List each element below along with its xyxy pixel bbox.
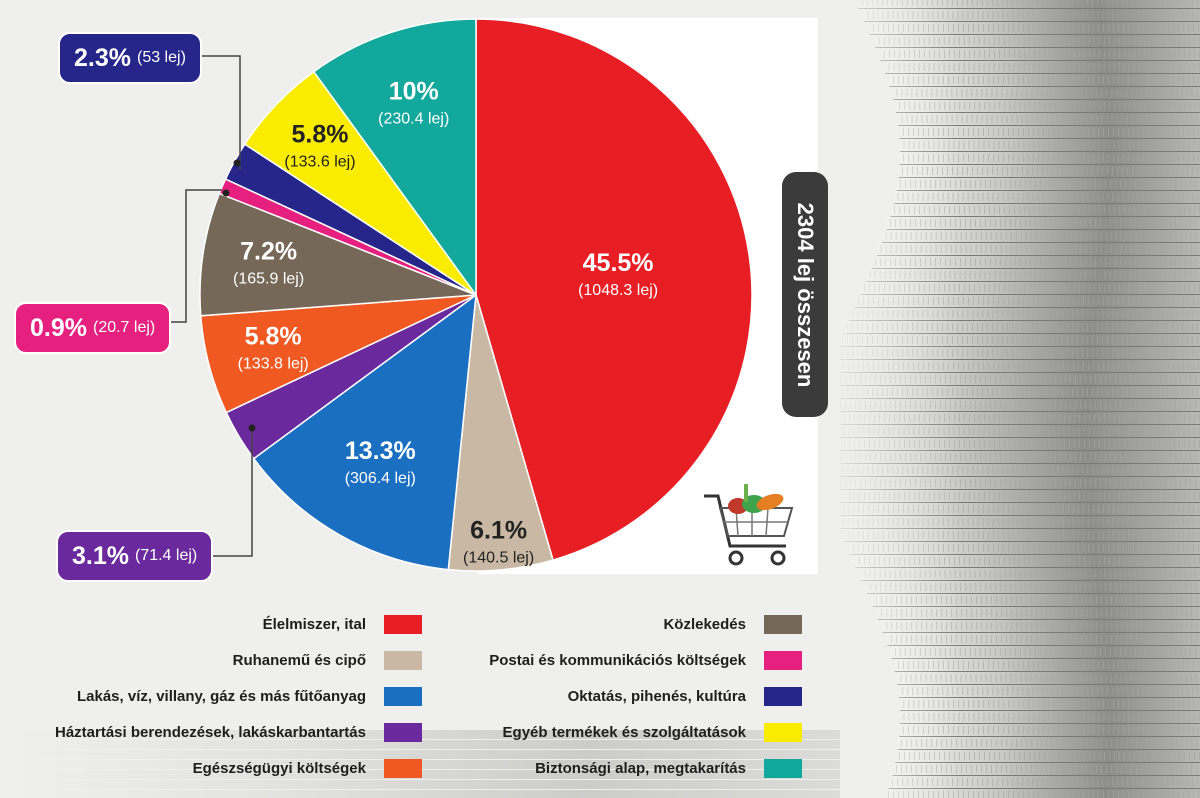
callout-percent: 3.1% xyxy=(72,541,129,570)
callout-leader-line xyxy=(168,189,222,323)
legend-item: Lakás, víz, villany, gáz és más fűtőanya… xyxy=(77,685,422,707)
callout-oktatas-pihenes-kultura: 2.3% (53 lej) xyxy=(58,32,202,84)
legend-item: Postai és kommunikációs költségek xyxy=(489,649,802,671)
callout-dot xyxy=(248,424,256,432)
slice-value-label: (165.9 lej) xyxy=(233,270,304,287)
slice-percent-label: 6.1% xyxy=(470,516,527,544)
legend-label: Élelmiszer, ital xyxy=(262,615,366,633)
callout-value: (71.4 lej) xyxy=(134,547,198,564)
legend-label: Közlekedés xyxy=(663,615,746,633)
callout-value: (53 lej) xyxy=(136,49,186,66)
callout-value: (20.7 lej) xyxy=(92,319,156,336)
legend-label: Ruhanemű és cipő xyxy=(232,651,366,669)
legend-item: Ruhanemű és cipő xyxy=(233,649,422,671)
shopping-cart-icon xyxy=(704,484,794,566)
slice-percent-label: 10% xyxy=(389,77,439,105)
legend-label: Egészségügyi költségek xyxy=(192,759,366,777)
callout-percent: 2.3% xyxy=(74,43,131,72)
slice-percent-label: 13.3% xyxy=(345,437,416,465)
slice-value-label: (140.5 lej) xyxy=(463,549,534,566)
pie-slice-lakas-viz-villany-gaz-es-mas-futoanyag xyxy=(252,293,477,571)
callout-dot xyxy=(233,159,241,167)
legend-item: Közlekedés xyxy=(663,613,802,635)
legend-label: Postai és kommunikációs költségek xyxy=(489,651,746,669)
pie-slice-biztonsagi-alap-megtakaritas xyxy=(312,18,477,298)
callout-dot xyxy=(222,189,230,197)
slice-value-label: (133.6 lej) xyxy=(284,154,355,171)
slice-value-label: (133.8 lej) xyxy=(238,355,309,372)
legend-item: Egyéb termékek és szolgáltatások xyxy=(503,721,802,743)
legend-item: Egészségügyi költségek xyxy=(193,757,422,779)
slice-value-label: (306.4 lej) xyxy=(345,470,416,487)
legend-item: Oktatás, pihenés, kultúra xyxy=(568,685,802,707)
callout-postai-es-kommunikacios-koltsegek: 0.9% (20.7 lej) xyxy=(14,302,172,354)
legend-label: Biztonsági alap, megtakarítás xyxy=(535,759,746,777)
legend-item: Élelmiszer, ital xyxy=(263,613,422,635)
total-label: 2304 lej összesen xyxy=(793,202,818,387)
callout-leader-line xyxy=(212,430,253,557)
legend-swatch xyxy=(384,614,422,634)
slice-value-label: (1048.3 lej) xyxy=(578,282,658,299)
legend-item: Háztartási berendezések, lakáskarbantart… xyxy=(55,721,422,743)
legend-swatch xyxy=(764,722,802,742)
slice-percent-label: 5.8% xyxy=(292,121,349,149)
legend-swatch xyxy=(764,758,802,778)
legend-swatch xyxy=(384,722,422,742)
legend-label: Egyéb termékek és szolgáltatások xyxy=(502,723,746,741)
callout-haztartasi-berendezesek-lakaskarbantartas: 3.1% (71.4 lej) xyxy=(56,530,214,582)
legend-label: Lakás, víz, villany, gáz és más fűtőanya… xyxy=(76,687,366,705)
slice-value-label: (230.4 lej) xyxy=(378,110,449,127)
legend-label: Háztartási berendezések, lakáskarbantart… xyxy=(54,723,366,741)
legend-swatch xyxy=(384,758,422,778)
legend-swatch xyxy=(764,650,802,670)
legend-item: Biztonsági alap, megtakarítás xyxy=(535,757,802,779)
legend-swatch xyxy=(764,686,802,706)
legend-swatch xyxy=(764,614,802,634)
legend-label: Oktatás, pihenés, kultúra xyxy=(567,687,746,705)
pie-slice-kozlekedes xyxy=(199,192,477,317)
slice-percent-label: 5.8% xyxy=(245,322,302,350)
slice-percent-label: 45.5% xyxy=(583,249,654,277)
legend-swatch xyxy=(384,686,422,706)
callout-percent: 0.9% xyxy=(30,313,87,342)
total-badge: 2304 lej összesen xyxy=(782,172,828,417)
pie-slice-elelmiszer-ital xyxy=(475,18,753,561)
slice-percent-label: 7.2% xyxy=(240,237,297,265)
legend-swatch xyxy=(384,650,422,670)
callout-leader-line xyxy=(192,55,241,170)
